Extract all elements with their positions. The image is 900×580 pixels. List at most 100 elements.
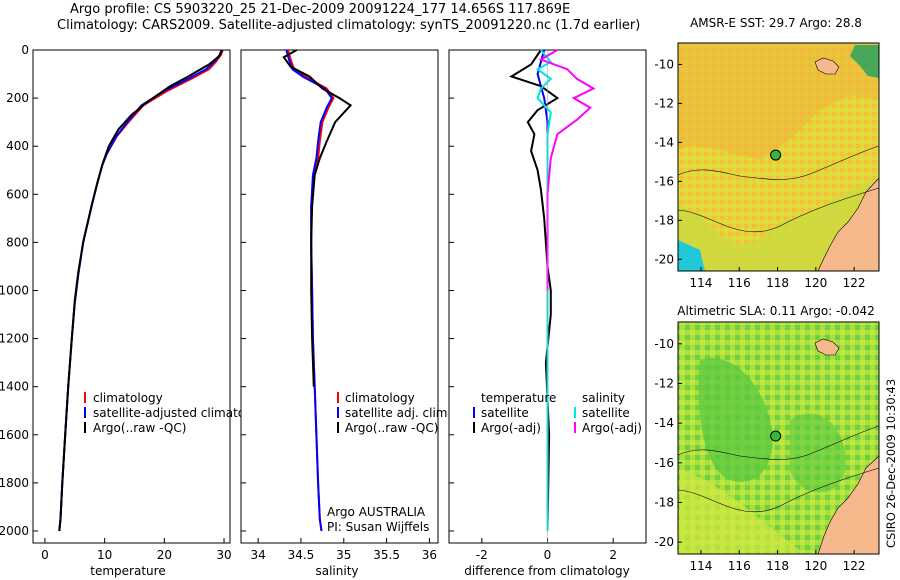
- series-line-salinity-argo-adj-: [538, 49, 596, 291]
- y-tick-label: 1400: [0, 380, 29, 394]
- y-tick-label: 2000: [0, 524, 29, 538]
- sst-map-axes: 114 116 118 120 122 -10 -12 -14 -16 -18 -20: [654, 57, 865, 290]
- x-tick-label: 35: [336, 548, 351, 562]
- x-tick-label: 20: [157, 548, 172, 562]
- difference-xlabel: difference from climatology: [464, 564, 630, 578]
- series-line-argo-raw-qc-: [58, 49, 223, 532]
- salinity-xlabel: salinity: [315, 564, 358, 578]
- temperature-xlabel: temperature: [90, 564, 165, 578]
- x-tick-label: 35.5: [373, 548, 400, 562]
- temperature-panel: 0 200 400 600 800 1000 1200 1400 1600 1800 2000 0 1…: [0, 43, 271, 578]
- depth-axis: 0 200 400 600 800 1000 1200 1400 1600 1800 2000: [0, 43, 38, 538]
- temperature-x-axis: 0 10 20 30: [41, 538, 232, 562]
- legend-label-satellite: satellite-adjusted climatology: [93, 406, 271, 420]
- sst-argo-marker: [770, 149, 782, 161]
- x-tick-label: 0: [544, 548, 552, 562]
- y-tick-label: 0: [21, 43, 29, 57]
- difference-x-axis: -2 0 2: [449, 49, 617, 562]
- legend-header-temperature: temperature: [481, 391, 556, 405]
- legend-label-satellite: satellite adj. clim.: [345, 406, 451, 420]
- y-tick-label: 600: [6, 187, 29, 201]
- legend-label-temp-argo: Argo(-adj): [481, 421, 541, 435]
- sst-map: AMSR-E SST: 29.7 Argo: 28.8 114 116 118 120…: [654, 16, 880, 290]
- x-tick-label: 10: [97, 548, 112, 562]
- sla-map-frame: [677, 321, 880, 555]
- sla-map: Altimetric SLA: 0.11 Argo: -0.042 114 116…: [654, 304, 880, 573]
- sla-land-island: [814, 338, 840, 356]
- sst-land-island: [814, 57, 840, 75]
- y-tick-label: 1800: [0, 476, 29, 490]
- sst-cold-patch: [678, 240, 705, 271]
- map-x-tick-label: 122: [843, 559, 866, 573]
- credit-timestamp: CSIRO 26-Dec-2009 10:30:43: [884, 378, 898, 548]
- salinity-x-axis: 34 34.5 35 35.5 36: [241, 49, 437, 562]
- y-tick-label: 200: [6, 91, 29, 105]
- map-y-tick-label: -16: [654, 456, 674, 470]
- x-tick-label: 0: [41, 548, 49, 562]
- sst-map-title: AMSR-E SST: 29.7 Argo: 28.8: [690, 16, 862, 30]
- map-x-tick-label: 120: [804, 276, 827, 290]
- y-tick-label: 1000: [0, 283, 29, 297]
- x-tick-label: 30: [216, 548, 231, 562]
- legend-label-argo: Argo(..raw -QC): [345, 421, 438, 435]
- map-y-tick-label: -20: [654, 252, 674, 266]
- x-tick-label: -2: [476, 548, 488, 562]
- map-y-tick-label: -18: [654, 213, 674, 227]
- y-tick-label: 1200: [0, 332, 29, 346]
- legend-label-argo: Argo(..raw -QC): [93, 421, 186, 435]
- temperature-legend: climatology satellite-adjusted climatolo…: [84, 391, 271, 435]
- plot-title-line-1: Argo profile: CS 5903220_25 21-Dec-2009 …: [70, 2, 571, 17]
- map-x-tick-label: 114: [690, 559, 713, 573]
- map-x-tick-label: 118: [766, 559, 789, 573]
- difference-panel: -2 0 2 difference from climatology tempera…: [448, 49, 647, 578]
- salinity-series: [282, 49, 353, 532]
- map-x-tick-label: 122: [843, 276, 866, 290]
- map-x-tick-label: 120: [804, 559, 827, 573]
- legend-label-climatology: climatology: [93, 391, 163, 405]
- map-x-tick-label: 116: [728, 276, 751, 290]
- salinity-legend: climatology satellite adj. clim. Argo(..…: [337, 391, 451, 435]
- pi-annotation: PI: Susan Wijffels: [327, 520, 429, 534]
- y-tick-label: 1600: [0, 428, 29, 442]
- sst-cool-region: [678, 178, 879, 271]
- map-y-tick-label: -12: [654, 376, 674, 390]
- temperature-axes-frame: [32, 49, 231, 544]
- sst-green-patch: [850, 45, 879, 78]
- map-x-tick-label: 118: [766, 276, 789, 290]
- argo-program-annotation: Argo AUSTRALIA: [327, 505, 426, 519]
- x-tick-label: 2: [609, 548, 617, 562]
- series-line-argo-raw-qc-: [282, 49, 353, 387]
- map-y-tick-label: -16: [654, 174, 674, 188]
- sla-argo-marker: [770, 430, 782, 442]
- legend-header-salinity: salinity: [582, 391, 625, 405]
- plot-title-line-2: Climatology: CARS2009. Satellite-adjuste…: [57, 18, 641, 33]
- x-tick-label: 34.5: [288, 548, 315, 562]
- sla-contour-2: [677, 467, 880, 513]
- map-y-tick-label: -14: [654, 135, 674, 149]
- sla-contour-1: [677, 425, 880, 460]
- series-line-temperature-argo-adj-: [509, 49, 560, 532]
- map-y-tick-label: -20: [654, 535, 674, 549]
- sla-map-title: Altimetric SLA: 0.11 Argo: -0.042: [677, 304, 874, 318]
- legend-label-sal-argo: Argo(-adj): [582, 421, 642, 435]
- legend-label-sal-satellite: satellite: [582, 406, 630, 420]
- salinity-panel: 34 34.5 35 35.5 36 salinity climatology sate…: [240, 49, 451, 578]
- sla-low-region-2: [790, 413, 846, 493]
- map-y-tick-label: -14: [654, 416, 674, 430]
- map-y-tick-label: -10: [654, 57, 674, 71]
- series-line-satellite-adj-clim-: [285, 49, 333, 532]
- difference-legend: temperature satellite Argo(-adj) salinit…: [473, 391, 642, 435]
- sla-map-axes: 114 116 118 120 122 -10 -12 -14 -16 -18 -20: [654, 337, 865, 573]
- sla-low-region: [698, 358, 773, 482]
- sst-contour-2: [677, 187, 880, 233]
- map-y-tick-label: -12: [654, 96, 674, 110]
- y-tick-label: 400: [6, 139, 29, 153]
- map-y-tick-label: -18: [654, 495, 674, 509]
- legend-label-temp-satellite: satellite: [481, 406, 529, 420]
- sst-contour-1: [677, 145, 880, 180]
- map-x-tick-label: 114: [690, 276, 713, 290]
- temperature-series: [58, 49, 224, 532]
- x-tick-label: 36: [422, 548, 437, 562]
- x-tick-label: 34: [250, 548, 265, 562]
